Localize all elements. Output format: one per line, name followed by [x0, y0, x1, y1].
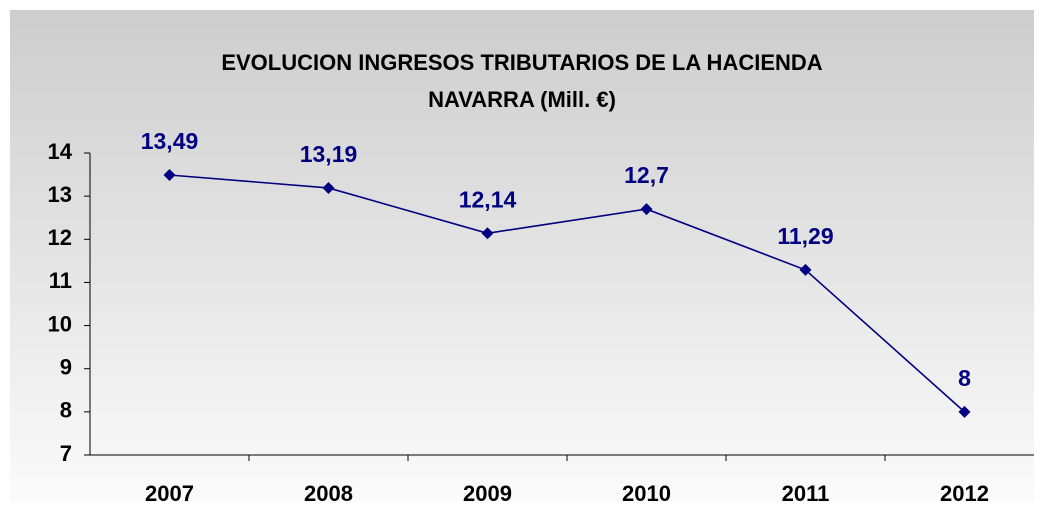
- data-label: 12,7: [624, 162, 669, 188]
- marker: [958, 405, 971, 418]
- x-tick-label: 2010: [622, 481, 671, 506]
- y-tick-label: 11: [49, 268, 72, 293]
- data-label: 11,29: [777, 223, 833, 249]
- marker: [799, 263, 812, 276]
- chart-background: [10, 10, 1034, 502]
- data-label: 8: [958, 365, 971, 391]
- data-label: 12,14: [459, 186, 517, 212]
- y-tick-label: 14: [48, 139, 73, 164]
- data-label: 13,49: [141, 128, 199, 154]
- data-label: 13,19: [300, 141, 358, 167]
- marker: [322, 181, 335, 194]
- y-tick-label: 12: [48, 225, 72, 250]
- marker: [481, 227, 494, 240]
- y-tick-label: 8: [60, 398, 72, 423]
- y-tick-label: 7: [60, 441, 72, 466]
- y-tick-label: 13: [48, 182, 72, 207]
- line: [169, 174, 966, 413]
- x-tick-label: 2007: [145, 481, 194, 506]
- y-tick-label: 10: [48, 311, 72, 336]
- x-tick-label: 2012: [940, 481, 989, 506]
- marker: [163, 169, 176, 182]
- marker: [640, 203, 653, 216]
- x-tick-label: 2009: [463, 481, 512, 506]
- x-tick-label: 2008: [304, 481, 353, 506]
- chart-title: EVOLUCION INGRESOS TRIBUTARIOS DE LA HAC…: [221, 50, 823, 112]
- x-tick-label: 2011: [782, 481, 830, 506]
- y-tick-label: 9: [60, 355, 72, 380]
